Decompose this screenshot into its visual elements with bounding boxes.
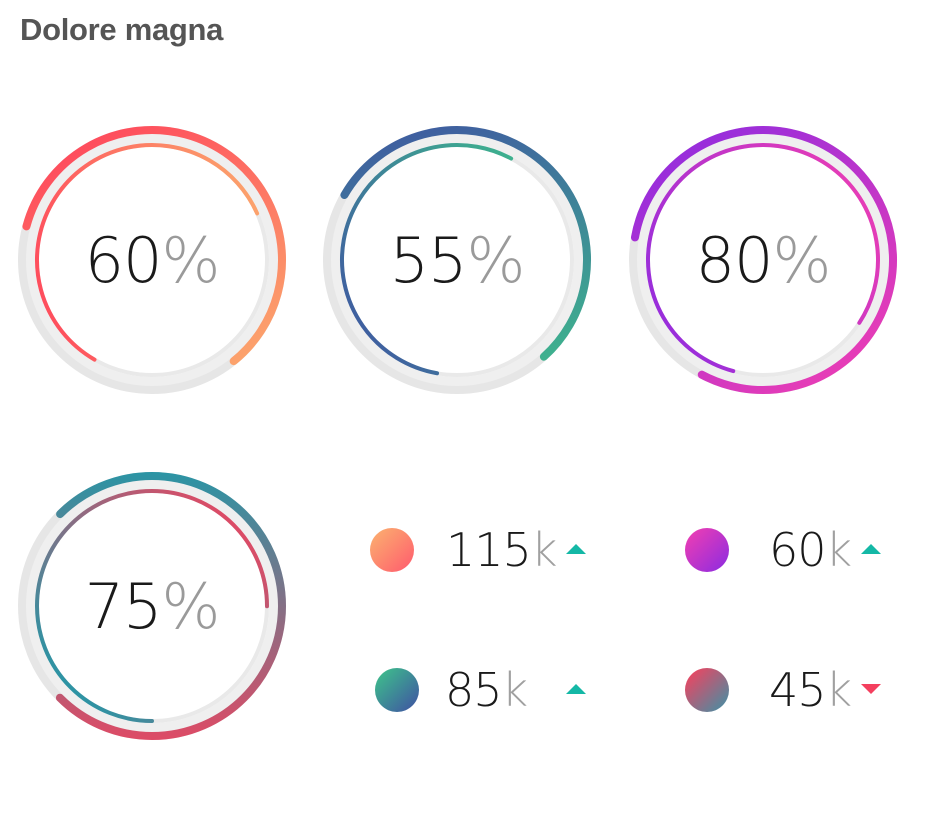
stat-unit: k	[530, 523, 558, 577]
gauge-2: 55%	[317, 120, 597, 400]
stat-unit: k	[501, 663, 529, 717]
triangle-down-icon	[861, 684, 881, 694]
gauge-ring	[323, 126, 591, 394]
gauge-value: 75	[84, 569, 163, 643]
gauge-outer-arc	[629, 126, 897, 394]
gauge-band	[330, 133, 584, 387]
gauge-label: 60%	[12, 120, 292, 400]
stat-value: 45k	[769, 660, 853, 720]
gauge-label: 75%	[12, 466, 292, 746]
stat-2: 60k	[685, 520, 895, 580]
stat-color-dot	[375, 668, 419, 712]
stat-value: 85k	[445, 660, 529, 720]
gauge-1: 60%	[12, 120, 292, 400]
stat-unit: k	[825, 523, 853, 577]
gauge-outer-arc	[18, 126, 286, 394]
stat-1: 115k	[370, 520, 600, 580]
stat-value: 60k	[769, 520, 853, 580]
stat-color-dot	[685, 668, 729, 712]
stat-color-dot	[370, 528, 414, 572]
gauge-3: 80%	[623, 120, 903, 400]
stat-value: 115k	[446, 520, 558, 580]
gauge-unit: %	[466, 223, 525, 297]
gauge-band	[636, 133, 890, 387]
stat-unit: k	[825, 663, 853, 717]
gauge-value: 80	[695, 223, 774, 297]
gauge-inner-arc	[340, 143, 574, 377]
triangle-up-icon	[566, 544, 586, 554]
gauge-outer-arc	[323, 126, 591, 394]
triangle-up-icon	[566, 684, 586, 694]
stat-number: 115	[446, 523, 532, 577]
gauge-unit: %	[161, 223, 220, 297]
gauge-inner-arc	[34, 143, 269, 377]
gauge-inner-arc	[35, 489, 269, 723]
gauge-value: 55	[389, 223, 468, 297]
stat-number: 60	[769, 523, 827, 577]
gauge-inner-arc	[646, 143, 880, 377]
gauge-value: 60	[84, 223, 163, 297]
gauge-unit: %	[161, 569, 220, 643]
stat-color-dot	[685, 528, 729, 572]
gauge-label: 80%	[623, 120, 903, 400]
gauge-unit: %	[772, 223, 831, 297]
stat-3: 85k	[375, 660, 600, 720]
gauge-outer-arc	[18, 472, 286, 740]
gauge-ring	[18, 472, 286, 740]
gauge-label: 55%	[317, 120, 597, 400]
gauge-ring	[629, 126, 897, 394]
triangle-up-icon	[861, 544, 881, 554]
stat-number: 45	[769, 663, 827, 717]
stat-number: 85	[445, 663, 503, 717]
gauge-4: 75%	[12, 466, 292, 746]
gauge-band	[25, 133, 279, 387]
gauge-ring	[18, 126, 286, 394]
page-title: Dolore magna	[20, 12, 224, 47]
stat-4: 45k	[685, 660, 895, 720]
gauge-band	[25, 479, 279, 733]
